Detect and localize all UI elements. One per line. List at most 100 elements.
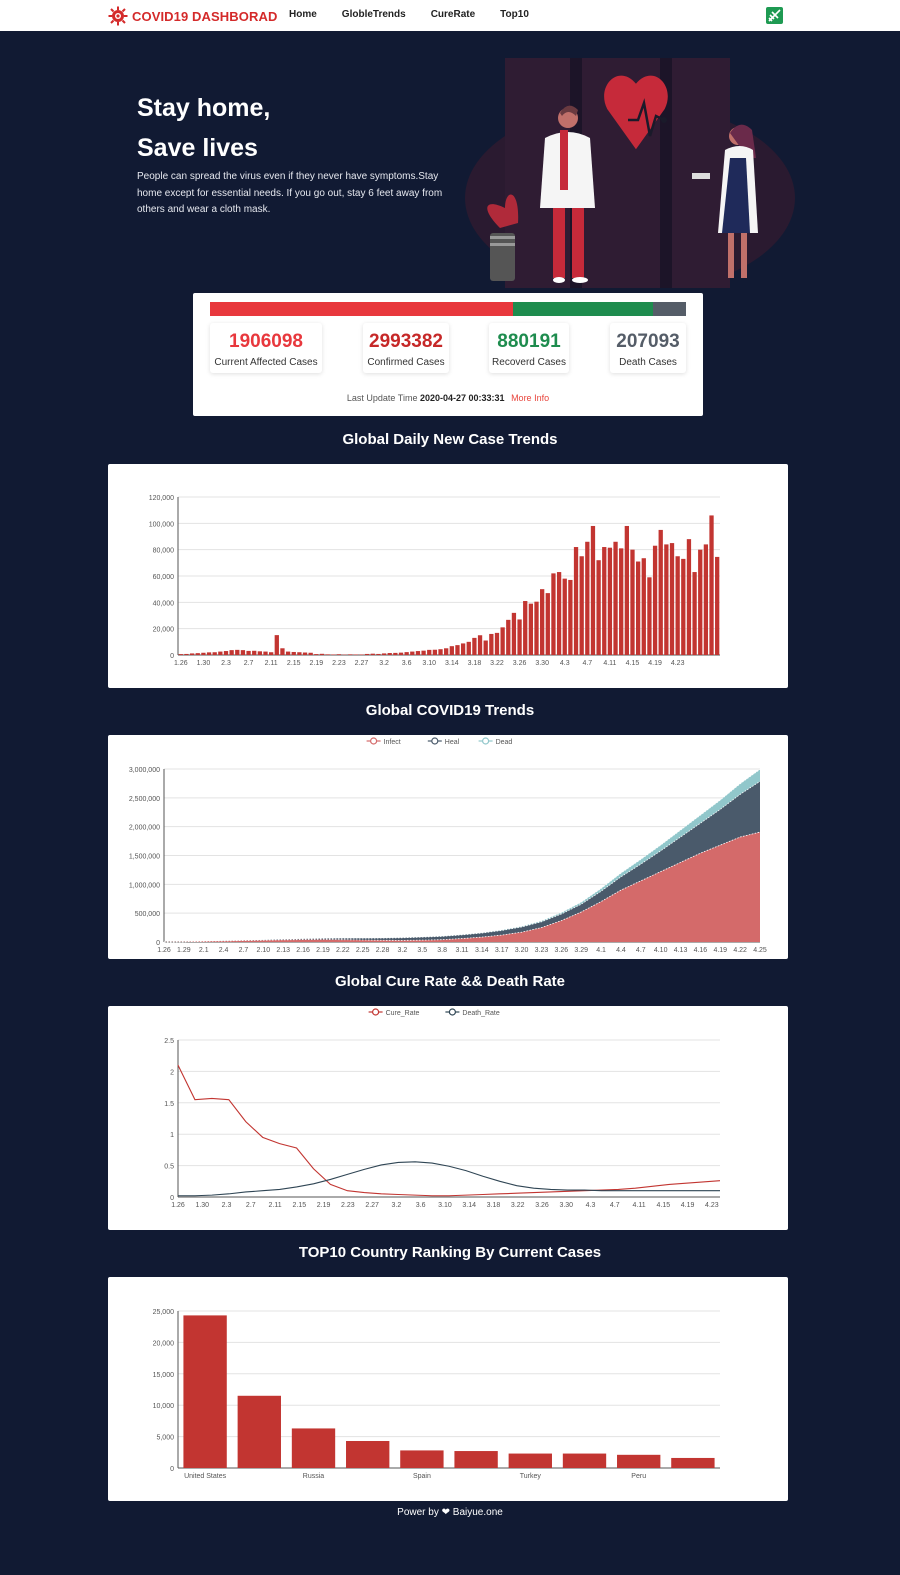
y-tick-label: 40,000 [153, 600, 175, 607]
legend-swatch-marker [431, 737, 439, 745]
section-title-rates: Global Cure Rate && Death Rate [334, 973, 566, 990]
x-tick-label: 4.22 [733, 947, 747, 954]
bar-country [508, 1453, 552, 1468]
nav-curerate[interactable]: CureRate [430, 9, 476, 20]
x-tick-label: 3.26 [535, 1202, 549, 1209]
nav-top10[interactable]: Top10 [500, 9, 529, 20]
x-tick-label: 3.8 [437, 947, 447, 954]
bar-daily-new-cases [376, 653, 381, 655]
x-tick-label: 2.3 [221, 660, 231, 667]
nav-globletrends[interactable]: GlobleTrends [341, 9, 406, 20]
x-tick-label: 2.7 [239, 947, 249, 954]
y-tick-label: 0 [156, 940, 160, 947]
x-tick-label: 4.4 [616, 947, 626, 954]
stat-recovered: 880191 Recoverd Cases [489, 323, 569, 373]
x-tick-label: Russia [303, 1473, 325, 1480]
y-tick-label: 15,000 [153, 1372, 175, 1379]
y-tick-label: 1 [170, 1132, 174, 1139]
x-tick-label: 2.10 [257, 947, 271, 954]
bar-daily-new-cases [291, 651, 296, 655]
bar-daily-new-cases [483, 640, 488, 655]
x-tick-label: 2.7 [246, 1202, 256, 1209]
bar-daily-new-cases [551, 573, 556, 655]
y-tick-label: 500,000 [135, 911, 160, 918]
x-tick-label: 2.28 [376, 947, 390, 954]
bar-daily-new-cases [449, 646, 454, 655]
bar-daily-new-cases [201, 652, 206, 655]
x-tick-label: 3.20 [515, 947, 529, 954]
bar-daily-new-cases [438, 649, 443, 655]
footer-link[interactable]: Baiyue.one [452, 1507, 503, 1518]
bar-daily-new-cases [274, 635, 279, 655]
bar-daily-new-cases [562, 578, 567, 655]
more-info-link[interactable]: More Info [511, 393, 550, 403]
bar-daily-new-cases [381, 653, 387, 655]
bar-daily-new-cases [709, 515, 714, 655]
legend-label: Dead [496, 739, 513, 746]
x-tick-label: 3.26 [555, 947, 569, 954]
x-tick-label: 3.17 [495, 947, 509, 954]
section-title-daily: Global Daily New Case Trends [342, 431, 558, 448]
x-tick-label: 2.19 [316, 947, 330, 954]
legend-label: Infect [384, 739, 401, 746]
bar-country [454, 1451, 498, 1468]
x-tick-label: 4.23 [671, 660, 685, 667]
bar-daily-new-cases [517, 619, 522, 655]
x-tick-label: 2.11 [265, 660, 278, 667]
y-tick-label: 100,000 [149, 521, 174, 528]
leaf-icon[interactable] [766, 7, 783, 24]
y-tick-label: 2.5 [164, 1038, 174, 1045]
line-dead [163, 769, 761, 943]
x-tick-label: 3.26 [513, 660, 527, 667]
x-tick-label: 2.25 [356, 947, 370, 954]
x-tick-label: 3.2 [379, 660, 389, 667]
legend-swatch-marker [448, 1008, 456, 1016]
footer-prefix: Power by [397, 1507, 439, 1518]
legend-label: Cure_Rate [386, 1010, 420, 1017]
bar-country [346, 1440, 390, 1468]
bar-daily-new-cases [353, 654, 358, 655]
x-tick-label: 4.25 [753, 947, 767, 954]
bar-daily-new-cases [252, 650, 257, 655]
bar-daily-new-cases [500, 627, 505, 655]
bar-daily-new-cases [472, 637, 477, 655]
bar-daily-new-cases [607, 547, 613, 655]
legend-swatch-marker [370, 737, 378, 745]
x-tick-label: 2.15 [293, 1202, 307, 1209]
trends-chart-panel: Infect Heal Dead 0 500,000 1,000,000 1,500,000… [108, 735, 788, 959]
bar-daily-new-cases [658, 529, 663, 655]
x-tick-label: 3.29 [574, 947, 588, 954]
x-tick-label: 3.14 [475, 947, 489, 954]
x-tick-label: 1.26 [174, 660, 188, 667]
bar-daily-new-cases [681, 558, 686, 655]
bar-daily-new-cases [393, 652, 398, 655]
x-tick-label: 1.26 [171, 1202, 185, 1209]
x-tick-label: 3.30 [559, 1202, 573, 1209]
bar-daily-new-cases [506, 619, 511, 655]
y-tick-label: 0 [170, 653, 174, 660]
daily-chart-panel: 0 20,000 40,000 60,000 80,000 100,000 120,000 1… [108, 464, 788, 688]
x-tick-label: 2.27 [365, 1202, 379, 1209]
section-title-top10: TOP10 Country Ranking By Current Cases [298, 1244, 602, 1261]
bar-daily-new-cases [613, 541, 618, 655]
x-tick-label: 1.30 [197, 660, 211, 667]
brand[interactable]: COVID19 DASHBORAD [108, 6, 277, 26]
bar-daily-new-cases [703, 544, 709, 655]
bar-daily-new-cases [477, 635, 483, 655]
stat-current-label: Current Affected Cases [214, 357, 318, 368]
bar-daily-new-cases [432, 649, 438, 655]
bar-daily-new-cases [573, 547, 579, 655]
x-tick-label: 3.2 [398, 947, 408, 954]
x-tick-label: 3.10 [422, 660, 436, 667]
x-tick-label: 3.14 [462, 1202, 476, 1209]
bar-daily-new-cases [540, 589, 545, 655]
heart-icon: ❤ [441, 1507, 451, 1518]
nav-home[interactable]: Home [289, 9, 317, 20]
bar-daily-new-cases [404, 652, 409, 655]
stat-current: 1906098 Current Affected Cases [210, 323, 322, 373]
bar-daily-new-cases [195, 653, 200, 655]
bar-death [653, 302, 686, 316]
y-tick-label: 3,000,000 [129, 767, 160, 774]
stats-card: 1906098 Current Affected Cases 2993382 C… [193, 293, 703, 416]
bar-daily-new-cases [619, 548, 624, 655]
